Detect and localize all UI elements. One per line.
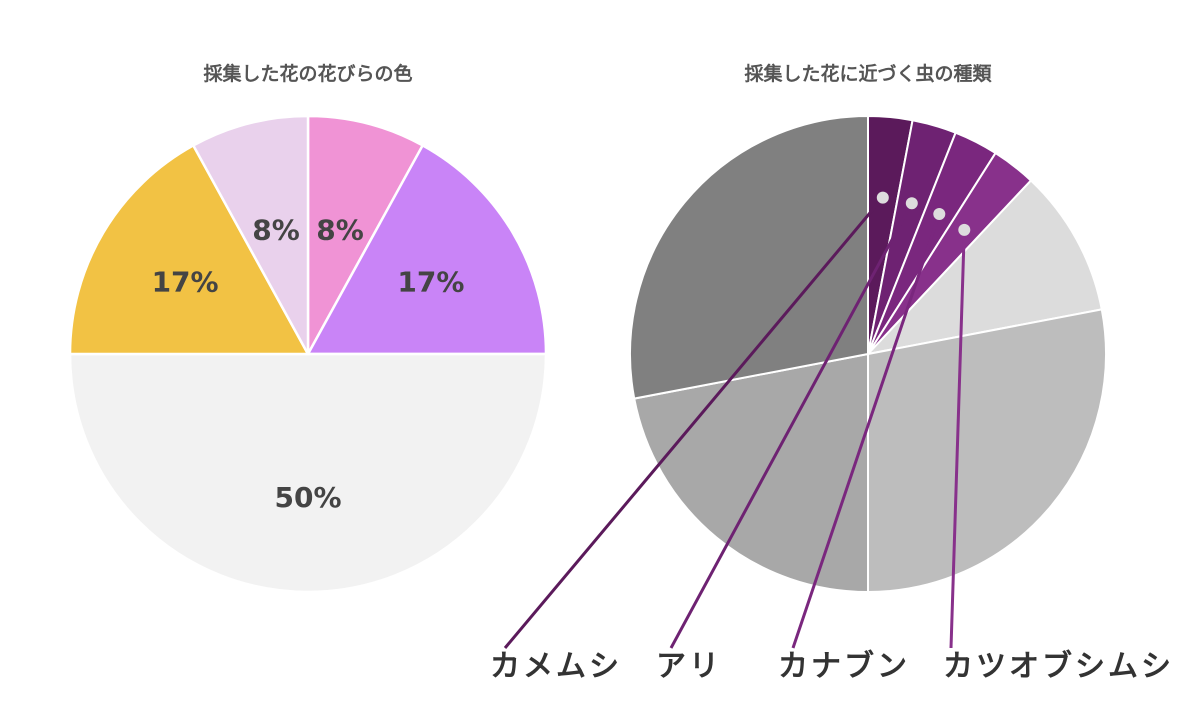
left-pie-slice [191,114,310,355]
callout-label: カメムシ [490,649,622,684]
callout-label: アリ [656,649,722,684]
left-pie-slice [305,143,548,356]
callout-dot [876,191,889,204]
left-chart-title: 採集した花の花びらの色 [203,62,412,85]
right-chart-title: 採集した花に近づく虫の種類 [744,62,992,85]
callout-label: カナブン [778,649,910,684]
callout-label: カツオブシムシ [943,649,1174,684]
left-pie-data-label: 8% [252,214,300,247]
callout-leader-line [669,202,914,649]
right-pie: カメムシ アリ カナブン カツオブシムシ [490,114,1174,684]
callout-dot [905,197,918,210]
right-pie-slice [629,114,869,400]
left-pie-slice [306,114,425,355]
right-pie-slice [633,352,869,594]
left-pie-data-label: 50% [274,481,341,514]
left-pie-slice [68,143,311,356]
callout-leader-line [503,196,884,649]
left-pie-slice [68,352,548,594]
callout-dot [958,223,971,236]
left-pie-data-label: 17% [152,265,219,298]
callout-leader-line [791,213,941,649]
left-pie-data-label: 8% [316,214,364,247]
right-pie-slice [865,179,1103,356]
callout-dot [933,208,946,220]
right-pie-slice [867,308,1107,594]
left-pie-data-label: 17% [397,265,464,298]
left-pie: 8% 17% 50% 17% 8% [68,114,548,594]
callout-leader-line [949,229,966,649]
